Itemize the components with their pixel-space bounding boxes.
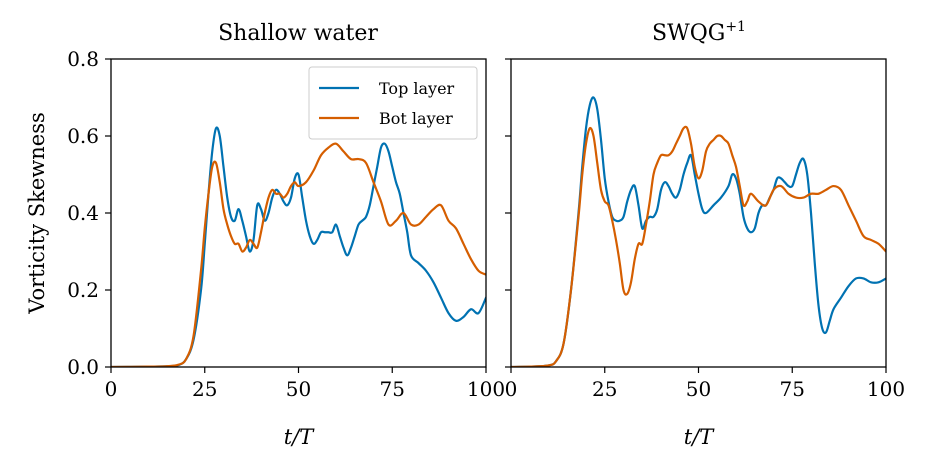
legend-box [308,66,478,140]
panel-title: SWQG+1 [652,19,746,46]
panel-shallow-water: Shallow water 0 25 50 75 100 0.0 0.2 0.4 0.6 0.8 t… [67,21,505,449]
series-group [511,96,886,367]
series-group [111,126,486,367]
y-tick-label: 0.6 [67,124,99,148]
panel-swqg: SWQG+1 0 25 50 75 100 t/T [505,19,905,449]
x-axis-label: t/T [284,425,316,449]
x-tick-label: 50 [686,377,711,401]
x-tick-label: 25 [592,377,617,401]
panel-title: Shallow water [218,21,378,46]
y-tick-label: 0.8 [67,47,99,71]
y-tick-label: 0.4 [67,201,99,225]
x-tick-label: 50 [286,377,311,401]
legend-label-top-layer: Top layer [379,79,455,98]
y-axis-label: Vorticity Skewness [25,112,49,315]
x-tick-label: 75 [380,377,405,401]
legend-label-bot-layer: Bot layer [379,109,453,128]
series-line-bot-layer [111,142,486,367]
series-line-bot-layer [511,125,886,367]
y-tick-label: 0.0 [67,355,99,379]
series-line-top-layer [511,96,886,367]
y-tick-label: 0.2 [67,278,99,302]
x-tick-label: 0 [105,377,118,401]
x-tick-label: 25 [192,377,217,401]
series-line-top-layer [111,126,486,367]
panel-title-main: SWQG [652,21,725,46]
legend: Top layer Bot layer [308,66,478,140]
x-tick-label: 100 [467,377,505,401]
panel-title-sup: +1 [725,19,746,35]
x-tick-label: 100 [867,377,905,401]
x-tick-label: 0 [505,377,518,401]
x-axis-label: t/T [684,425,716,449]
x-tick-label: 75 [780,377,805,401]
